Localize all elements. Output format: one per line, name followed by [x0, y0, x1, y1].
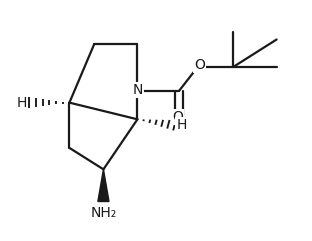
Text: O: O [194, 58, 205, 72]
Text: N: N [132, 83, 143, 97]
Text: H: H [176, 118, 187, 132]
Text: H: H [16, 96, 27, 110]
Text: O: O [172, 110, 183, 124]
Polygon shape [98, 169, 109, 201]
Text: NH₂: NH₂ [90, 206, 117, 220]
